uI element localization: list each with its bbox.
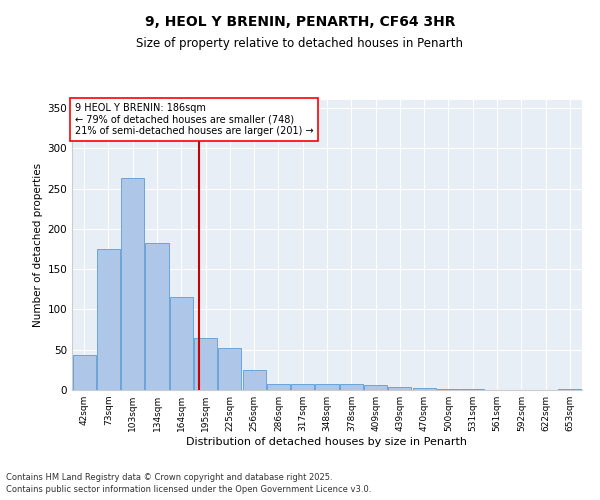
Bar bbox=[291, 384, 314, 390]
Bar bbox=[170, 298, 193, 390]
Bar bbox=[73, 356, 95, 390]
Bar bbox=[242, 370, 266, 390]
Bar bbox=[559, 389, 581, 390]
Bar bbox=[437, 389, 460, 390]
Bar bbox=[97, 249, 120, 390]
Bar bbox=[145, 242, 169, 390]
X-axis label: Distribution of detached houses by size in Penarth: Distribution of detached houses by size … bbox=[187, 437, 467, 447]
Text: Size of property relative to detached houses in Penarth: Size of property relative to detached ho… bbox=[137, 38, 464, 51]
Text: 9 HEOL Y BRENIN: 186sqm
← 79% of detached houses are smaller (748)
21% of semi-d: 9 HEOL Y BRENIN: 186sqm ← 79% of detache… bbox=[74, 103, 313, 136]
Bar bbox=[364, 385, 387, 390]
Text: 9, HEOL Y BRENIN, PENARTH, CF64 3HR: 9, HEOL Y BRENIN, PENARTH, CF64 3HR bbox=[145, 15, 455, 29]
Bar bbox=[267, 384, 290, 390]
Text: Contains public sector information licensed under the Open Government Licence v3: Contains public sector information licen… bbox=[6, 486, 371, 494]
Text: Contains HM Land Registry data © Crown copyright and database right 2025.: Contains HM Land Registry data © Crown c… bbox=[6, 473, 332, 482]
Y-axis label: Number of detached properties: Number of detached properties bbox=[33, 163, 43, 327]
Bar bbox=[218, 348, 241, 390]
Bar bbox=[316, 384, 338, 390]
Bar bbox=[413, 388, 436, 390]
Bar bbox=[388, 387, 412, 390]
Bar bbox=[121, 178, 144, 390]
Bar bbox=[461, 389, 484, 390]
Bar bbox=[340, 384, 363, 390]
Bar bbox=[194, 338, 217, 390]
